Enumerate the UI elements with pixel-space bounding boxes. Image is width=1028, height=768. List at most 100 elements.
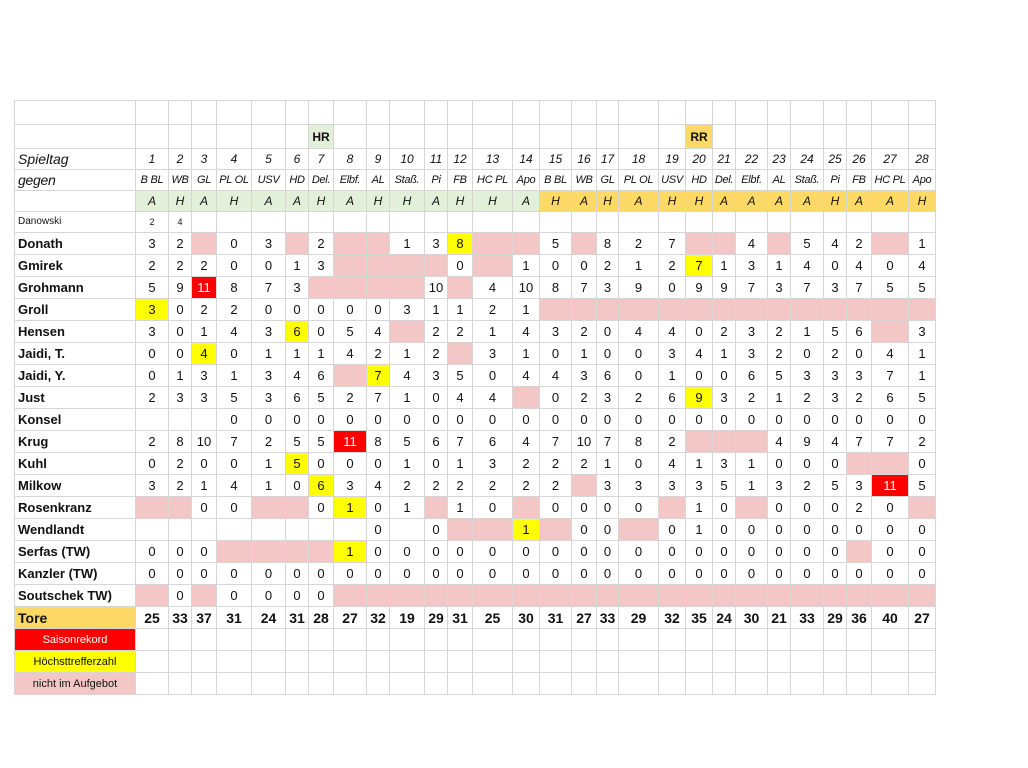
goal-cell: 0 (333, 562, 367, 585)
top-scorer-cell: 7 (685, 254, 713, 277)
empty-cell (135, 518, 169, 541)
goal-cell: 0 (308, 320, 334, 343)
goal-cell: 2 (658, 254, 686, 277)
goal-cell: 2 (191, 298, 217, 321)
goal-cell: 7 (251, 276, 286, 299)
matchday-number: 17 (596, 148, 619, 170)
goal-cell: 1 (712, 254, 736, 277)
player-name: Groll (14, 298, 136, 321)
empty-cell (308, 518, 334, 541)
not-in-squad-cell (251, 496, 286, 519)
goal-cell: 2 (712, 320, 736, 343)
goal-cell: 3 (596, 474, 619, 497)
player-name: Soutschek TW) (14, 584, 136, 607)
goal-cell: 0 (618, 452, 659, 475)
danowski-label: Danowski (14, 211, 136, 233)
not-in-squad-cell (135, 496, 169, 519)
matchday-number: 13 (472, 148, 513, 170)
opponent-label: Elbf. (333, 169, 367, 191)
goal-cell: 6 (308, 364, 334, 387)
not-in-squad-cell (308, 276, 334, 299)
goal-cell: 7 (366, 386, 390, 409)
goal-cell: 0 (168, 562, 192, 585)
goal-cell: 3 (596, 276, 619, 299)
blank-cell (658, 672, 686, 695)
player-name: Milkow (14, 474, 136, 497)
not-in-squad-cell (389, 276, 425, 299)
legend-top-scorer: Höchsttrefferzahl (14, 650, 136, 673)
goal-cell: 10 (512, 276, 540, 299)
goal-cell: 1 (251, 342, 286, 365)
blank-cell (168, 100, 192, 125)
blank-cell (539, 211, 572, 233)
goal-cell: 0 (685, 562, 713, 585)
goal-cell: 3 (823, 276, 847, 299)
goal-cell: 0 (790, 342, 824, 365)
blank-cell (618, 211, 659, 233)
not-in-squad-cell (712, 298, 736, 321)
matchday-number: 15 (539, 148, 572, 170)
blank-cell (191, 628, 217, 651)
blank-cell (790, 100, 824, 125)
not-in-squad-cell (285, 496, 309, 519)
blank-cell (767, 672, 791, 695)
not-in-squad-cell (389, 584, 425, 607)
goal-cell: 2 (424, 342, 448, 365)
player-name: Wendlandt (14, 518, 136, 541)
goal-cell: 0 (596, 562, 619, 585)
blank-cell (571, 211, 597, 233)
goal-cell: 0 (658, 408, 686, 431)
not-in-squad-cell (333, 254, 367, 277)
goal-cell: 3 (168, 386, 192, 409)
goal-cell: 0 (908, 540, 936, 563)
blank-cell (618, 672, 659, 695)
blank-cell (735, 124, 768, 149)
goal-cell: 0 (512, 562, 540, 585)
danowski-value: 4 (168, 211, 192, 233)
matchday-number: 5 (251, 148, 286, 170)
goal-cell: 0 (539, 540, 572, 563)
goal-cell: 0 (285, 408, 309, 431)
not-in-squad-cell (285, 232, 309, 255)
goal-cell: 0 (596, 496, 619, 519)
not-in-squad-cell (472, 584, 513, 607)
goal-cell: 5 (308, 430, 334, 453)
blank-cell (389, 672, 425, 695)
goal-cell: 5 (539, 232, 572, 255)
tore-total: 36 (846, 606, 872, 629)
blank-cell (790, 650, 824, 673)
empty-cell (191, 518, 217, 541)
not-in-squad-cell (908, 496, 936, 519)
goal-cell: 0 (871, 540, 909, 563)
season-record-cell: 11 (191, 276, 217, 299)
goal-cell: 9 (685, 276, 713, 299)
blank-cell (135, 628, 169, 651)
corner-cell (14, 100, 136, 125)
player-name: Jaidi, Y. (14, 364, 136, 387)
goal-cell: 5 (908, 386, 936, 409)
home-away-marker: H (366, 190, 390, 212)
home-away-marker: A (790, 190, 824, 212)
blank-cell (447, 100, 473, 125)
player-name: Just (14, 386, 136, 409)
blank-cell (366, 211, 390, 233)
goal-cell: 1 (389, 496, 425, 519)
goal-cell: 0 (285, 584, 309, 607)
blank-cell (216, 124, 252, 149)
opponent-label: USV (251, 169, 286, 191)
home-away-marker: A (333, 190, 367, 212)
goal-cell: 2 (168, 254, 192, 277)
blank-cell (618, 628, 659, 651)
blank-cell (512, 211, 540, 233)
matchday-number: 3 (191, 148, 217, 170)
goal-cell: 0 (333, 408, 367, 431)
blank-cell (216, 211, 252, 233)
goal-cell: 3 (735, 320, 768, 343)
goal-cell: 0 (790, 562, 824, 585)
goal-cell: 0 (712, 540, 736, 563)
opponent-label: B BL (135, 169, 169, 191)
goal-cell: 9 (790, 430, 824, 453)
tore-total: 31 (216, 606, 252, 629)
goal-cell: 4 (790, 254, 824, 277)
blank-cell (389, 100, 425, 125)
